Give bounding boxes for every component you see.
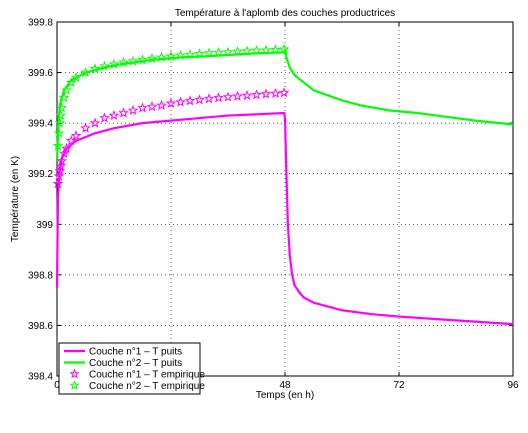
series-point: [251, 44, 262, 56]
series-point: [270, 44, 281, 55]
series-point: [137, 102, 148, 113]
series-point: [278, 87, 290, 98]
series-point: [80, 122, 91, 133]
series-point: [65, 77, 77, 88]
x-tick-label: 48: [279, 380, 291, 391]
series-point: [118, 56, 129, 68]
x-tick-label: 72: [393, 380, 405, 391]
y-tick-label: 399.2: [28, 169, 53, 180]
legend-swatch: [69, 368, 80, 379]
series-point: [260, 88, 272, 99]
series-point: [89, 117, 101, 128]
series-point: [127, 55, 139, 66]
series-point: [54, 117, 66, 128]
series-point: [203, 47, 215, 58]
series-point: [165, 97, 177, 108]
series-point: [222, 91, 234, 102]
x-axis-label: Temps (en h): [256, 390, 314, 401]
series-point: [260, 44, 272, 55]
series-point: [65, 135, 77, 146]
series-point: [89, 63, 101, 74]
y-tick-label: 398.8: [28, 270, 53, 281]
series-point: [80, 66, 91, 78]
series-point: [194, 48, 205, 59]
legend-label: Couche n°1 – T puits: [89, 347, 182, 358]
series-point: [99, 60, 110, 71]
legend-label: Couche n°2 – T puits: [89, 358, 182, 369]
y-tick-label: 399: [36, 220, 53, 231]
series-point: [156, 51, 167, 62]
series-point: [175, 49, 186, 60]
series-point: [58, 147, 70, 159]
series-point: [241, 45, 253, 56]
series-point: [99, 112, 110, 123]
y-tick-label: 399.4: [28, 119, 53, 130]
series-point: [118, 107, 129, 118]
legend-label: Couche n°2 – T empirique: [89, 381, 205, 392]
y-tick-label: 398.6: [28, 321, 53, 332]
series-point: [137, 54, 148, 65]
series-point: [184, 95, 196, 106]
series-1: [55, 111, 514, 326]
legend-swatch: [69, 380, 80, 390]
series-point: [58, 92, 70, 103]
series-point: [56, 102, 68, 113]
series-point: [70, 130, 82, 141]
y-tick-label: 399.8: [28, 18, 53, 29]
series-point: [70, 72, 82, 83]
x-tick-label: 96: [507, 380, 519, 391]
series-3: [52, 87, 290, 189]
series-point: [278, 43, 290, 54]
series-4: [52, 43, 290, 151]
series-point: [146, 53, 158, 64]
legend-label: Couche n°1 – T empirique: [89, 370, 205, 381]
series-point: [270, 87, 281, 99]
series-point: [146, 101, 158, 112]
y-tick-label: 398.4: [28, 372, 53, 383]
series-point: [175, 96, 186, 107]
series-point: [61, 84, 72, 95]
y-tick-label: 399.6: [28, 68, 53, 79]
series-point: [251, 89, 262, 100]
series-point: [52, 140, 64, 151]
series-point: [194, 94, 205, 105]
series-point: [184, 48, 196, 60]
series-point: [232, 45, 243, 57]
series-point: [55, 109, 67, 121]
x-tick-label: 0: [54, 380, 60, 391]
series-point: [203, 93, 215, 104]
series-line: [55, 111, 514, 326]
series-point: [61, 142, 72, 153]
series-point: [213, 92, 224, 103]
series-point: [108, 58, 120, 69]
series-point: [213, 46, 224, 58]
axis-ticks: 024487296398.4398.6398.8399399.2399.4399…: [28, 18, 519, 392]
series-point: [127, 104, 139, 116]
series-point: [222, 46, 234, 57]
series-point: [53, 127, 65, 138]
series-point: [241, 89, 253, 101]
series-point: [56, 155, 68, 166]
series-point: [108, 109, 120, 121]
series-group: [52, 43, 514, 326]
y-axis-label: Température (en K): [10, 156, 21, 242]
series-point: [232, 90, 243, 101]
chart-title: Température à l'aplomb des couches produ…: [175, 8, 395, 19]
series-point: [52, 178, 64, 189]
series-point: [165, 50, 177, 61]
series-point: [156, 99, 167, 110]
